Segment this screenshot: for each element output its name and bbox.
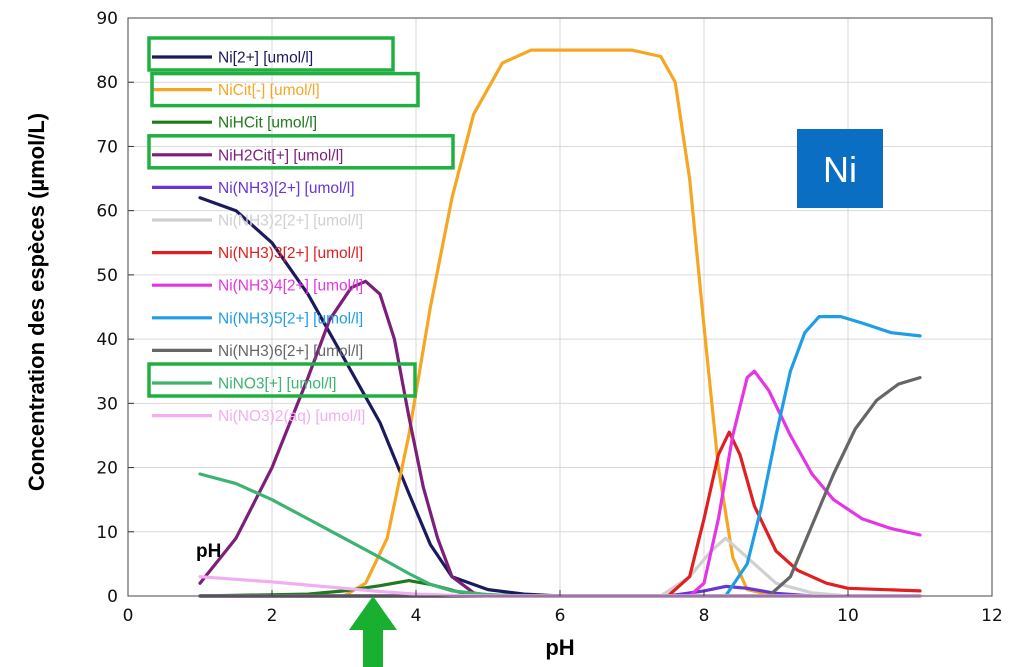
- ph-marker-label: pH: [196, 541, 221, 562]
- legend-highlight-box: [147, 362, 417, 398]
- x-tick-label: 0: [123, 606, 134, 626]
- y-tick-label: 40: [96, 330, 118, 350]
- legend-label-ni-nh3-2-2-umol-l: Ni(NH3)2[2+] [umol/l]: [218, 213, 363, 230]
- x-tick-label: 8: [699, 606, 710, 626]
- legend-label-ni-2-umol-l: Ni[2+] [umol/l]: [218, 50, 313, 67]
- y-tick-label: 10: [96, 523, 118, 543]
- x-tick-label: 6: [555, 606, 566, 626]
- ph-arrow-icon: [349, 596, 397, 667]
- x-tick-label: 2: [267, 606, 278, 626]
- legend-label-ni-nh3-4-2-umol-l: Ni(NH3)4[2+] [umol/l]: [218, 278, 363, 295]
- element-badge-label: Ni: [823, 149, 857, 190]
- legend-label-ni-nh3-6-2-umol-l: Ni(NH3)6[2+] [umol/l]: [218, 343, 363, 360]
- plot-frame: [127, 17, 993, 597]
- legend-label-ni-nh3-3-2-umol-l: Ni(NH3)3[2+] [umol/l]: [218, 245, 363, 262]
- legend-highlight-box: [147, 134, 455, 170]
- y-axis-title: Concentration des espèces (µmol/L): [24, 113, 49, 491]
- legend-label-nicit-umol-l: NiCit[-] [umol/l]: [218, 82, 320, 99]
- series-line-ni-nh3-5-2-umol-l: [198, 315, 922, 598]
- series-line-nicit-umol-l: [198, 48, 922, 598]
- legend-label-nino3-umol-l: NiNO3[+] [umol/l]: [218, 376, 336, 393]
- y-tick-label: 90: [96, 9, 118, 29]
- legend-label-nih2cit-umol-l: NiH2Cit[+] [umol/l]: [218, 147, 343, 164]
- series-line-ni-nh3-6-2-umol-l: [198, 376, 922, 598]
- legend-highlight-box: [150, 71, 420, 108]
- x-tick-label: 10: [837, 606, 859, 626]
- legend-label-ni-nh3-5-2-umol-l: Ni(NH3)5[2+] [umol/l]: [218, 310, 363, 327]
- x-tick-label: 12: [981, 606, 1003, 626]
- x-tick-label: 4: [411, 606, 422, 626]
- y-tick-label: 70: [96, 137, 118, 157]
- y-tick-label: 20: [96, 459, 118, 479]
- y-tick-label: 0: [107, 587, 118, 607]
- y-tick-label: 50: [96, 266, 118, 286]
- x-axis-title: pH: [545, 635, 574, 660]
- legend-highlight-box: [147, 36, 395, 72]
- legend-label-ni-nh3-2-umol-l: Ni(NH3)[2+] [umol/l]: [218, 180, 355, 197]
- y-tick-label: 30: [96, 394, 118, 414]
- y-tick-label: 80: [96, 73, 118, 93]
- series-line-ni-nh3-3-2-umol-l: [198, 430, 922, 598]
- legend-label-ni-no3-2-aq-umol-l: Ni(NO3)2(aq) [umol/l]: [218, 408, 365, 425]
- series-line-nih2cit-umol-l: [198, 279, 922, 598]
- legend-label-nihcit-umol-l: NiHCit [umol/l]: [218, 115, 317, 132]
- series-line-ni-2-umol-l: [198, 196, 922, 598]
- series-line-ni-nh3-4-2-umol-l: [198, 369, 922, 598]
- element-badge: [797, 129, 883, 208]
- y-tick-label: 60: [96, 202, 118, 222]
